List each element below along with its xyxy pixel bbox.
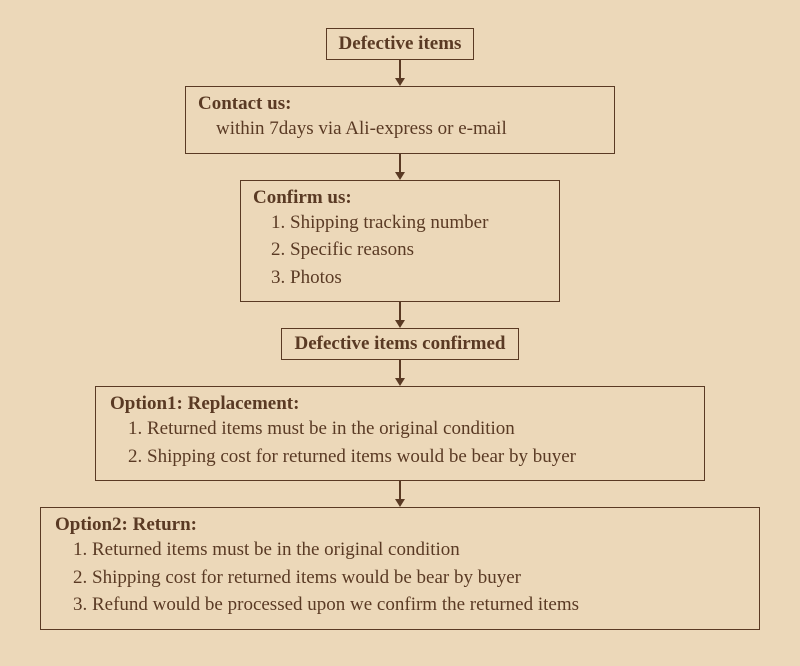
node-title: Defective items confirmed — [294, 333, 505, 355]
node-title: Option2: Return: — [55, 514, 745, 536]
flow-node-defective-items: Defective items — [326, 28, 475, 60]
node-body-line: 3. Photos — [253, 264, 547, 292]
flowchart-container: Defective items Contact us: within 7days… — [0, 0, 800, 630]
flow-arrow — [395, 302, 405, 328]
flow-arrow — [395, 481, 405, 507]
node-title: Option1: Replacement: — [110, 393, 690, 415]
node-body-line: 1. Returned items must be in the origina… — [55, 536, 745, 564]
flow-node-option1-replacement: Option1: Replacement: 1. Returned items … — [95, 386, 705, 481]
flow-arrow — [395, 154, 405, 180]
flow-node-confirm-us: Confirm us: 1. Shipping tracking number … — [240, 180, 560, 303]
node-body-line: within 7days via Ali-express or e-mail — [198, 115, 602, 143]
node-body-line: 2. Specific reasons — [253, 236, 547, 264]
node-body-line: 1. Shipping tracking number — [253, 209, 547, 237]
node-body-line: 3. Refund would be processed upon we con… — [55, 591, 745, 619]
node-title: Defective items — [339, 33, 462, 55]
node-body-line: 1. Returned items must be in the origina… — [110, 415, 690, 443]
node-title: Confirm us: — [253, 187, 547, 209]
node-body-line: 2. Shipping cost for returned items woul… — [110, 443, 690, 471]
flow-node-defective-confirmed: Defective items confirmed — [281, 328, 518, 360]
flow-node-contact-us: Contact us: within 7days via Ali-express… — [185, 86, 615, 154]
flow-arrow — [395, 60, 405, 86]
node-title: Contact us: — [198, 93, 602, 115]
flow-arrow — [395, 360, 405, 386]
node-body-line: 2. Shipping cost for returned items woul… — [55, 564, 745, 592]
flow-node-option2-return: Option2: Return: 1. Returned items must … — [40, 507, 760, 630]
